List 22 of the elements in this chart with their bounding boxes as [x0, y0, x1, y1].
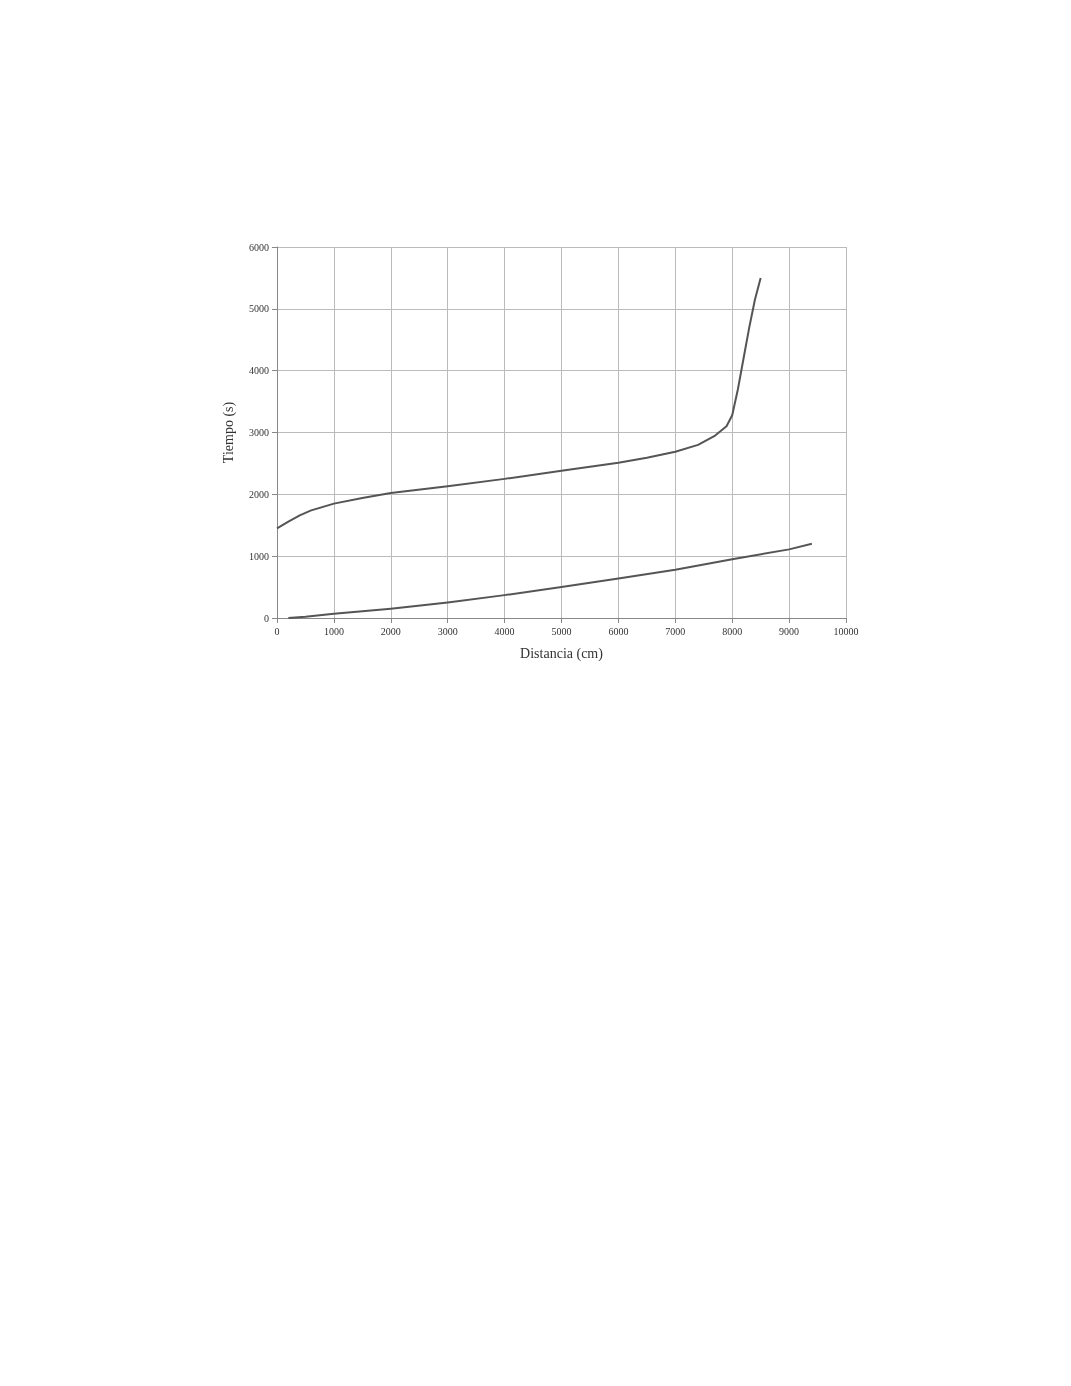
x-tick-label: 9000 [779, 625, 800, 637]
y-tick-label: 5000 [249, 303, 269, 315]
x-tick-label: 8000 [722, 625, 743, 637]
y-tick-label: 3000 [249, 427, 269, 438]
line-series [276, 276, 762, 530]
x-tick-label: 6000 [608, 625, 629, 637]
y-tick-label: 6000 [249, 241, 269, 253]
x-axis-title: Distancia (cm) [520, 645, 604, 662]
y-axis-title: Tiempo (s) [220, 401, 237, 464]
x-tick-label: 5000 [551, 625, 572, 637]
x-tick-label: 1000 [323, 625, 344, 637]
x-tick-label: 7000 [665, 625, 686, 637]
x-tick-label: 3000 [437, 625, 458, 637]
y-tick-label: 1000 [249, 550, 269, 562]
x-tick-label: 0 [274, 625, 280, 637]
x-tick-label: 4000 [494, 625, 515, 637]
x-tick-label: 10000 [833, 625, 859, 637]
y-tick-label: 2000 [249, 488, 269, 500]
y-tick-label: 0 [264, 612, 269, 624]
y-tick-label: 4000 [249, 365, 269, 377]
x-tick-label: 2000 [380, 625, 401, 637]
line-series [287, 542, 813, 619]
